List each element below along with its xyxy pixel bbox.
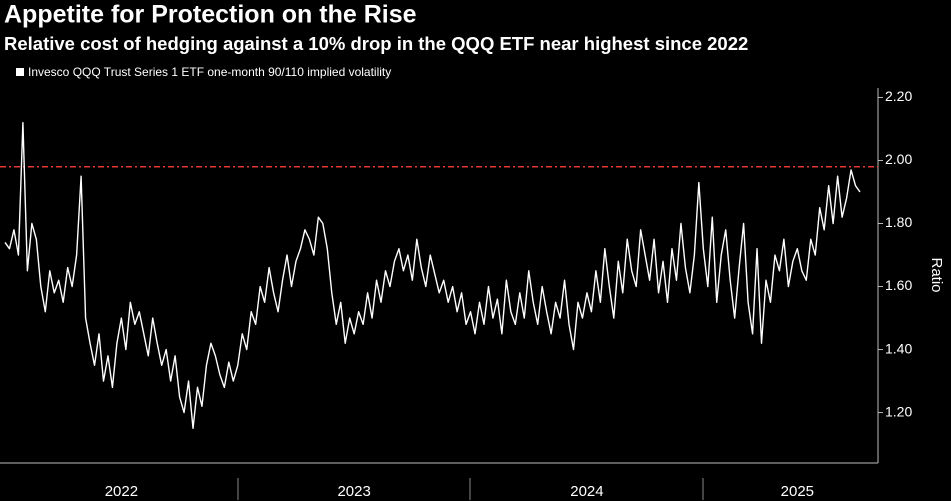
x-tick-label: 2024 — [570, 483, 603, 500]
y-tick-label: 1.80 — [885, 214, 912, 230]
chart-title: Appetite for Protection on the Rise — [4, 1, 417, 29]
data-line — [4, 121, 861, 430]
y-tick-label: 2.00 — [885, 151, 912, 167]
y-tick-label: 1.40 — [885, 340, 912, 356]
x-tick-label: 2025 — [781, 483, 814, 500]
legend-label: Invesco QQQ Trust Series 1 ETF one-month… — [28, 65, 391, 79]
y-tick-label: 2.20 — [885, 88, 912, 104]
y-axis-label: Ratio — [928, 257, 945, 292]
x-tick-label: 2023 — [337, 483, 370, 500]
chart-subtitle: Relative cost of hedging against a 10% d… — [4, 33, 748, 54]
y-tick-label: 1.20 — [885, 403, 912, 419]
x-tick-label: 2022 — [105, 483, 138, 500]
y-tick-label: 1.60 — [885, 277, 912, 293]
legend-swatch — [16, 68, 24, 76]
